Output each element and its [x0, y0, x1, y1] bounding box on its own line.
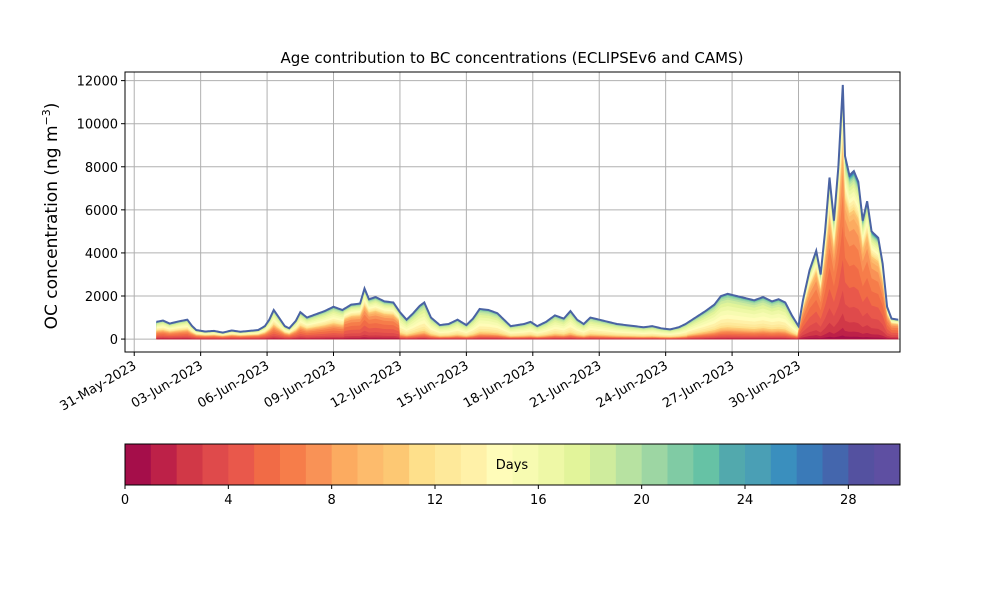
colorbar-tick-label: 24 [737, 493, 754, 508]
y-axis-label: OC concentration (ng m−3) [40, 103, 62, 330]
colorbar-cell [538, 444, 565, 485]
grid-lines [125, 72, 900, 352]
colorbar-cell [331, 444, 358, 485]
colorbar-cell [512, 444, 539, 485]
x-tick-label: 18-Jun-2023 [461, 358, 538, 411]
x-tick-label: 27-Jun-2023 [660, 358, 737, 411]
colorbar-tick-label: 4 [224, 493, 232, 508]
colorbar-cell [641, 444, 668, 485]
colorbar-tick-label: 20 [633, 493, 650, 508]
colorbar-cell [770, 444, 798, 485]
colorbar-cell [254, 444, 281, 485]
colorbar-cell [150, 444, 178, 485]
stacked-age-areas [156, 84, 899, 340]
colorbar-label: Days [496, 458, 529, 473]
x-tick-label: 24-Jun-2023 [594, 358, 671, 411]
y-tick-label: 12000 [77, 75, 118, 90]
colorbar-cell [357, 444, 384, 485]
x-tick-label: 06-Jun-2023 [195, 358, 272, 411]
x-tick-label: 31-May-2023 [58, 358, 140, 414]
colorbar: Days 0 4 8 12 16 20 24 28 [121, 443, 901, 508]
colorbar-cell [796, 444, 823, 485]
colorbar-cell [667, 444, 694, 485]
colorbar-cell [745, 444, 772, 485]
x-tick-label: 09-Jun-2023 [262, 358, 339, 411]
colorbar-cell [176, 444, 203, 485]
x-tick-label: 15-Jun-2023 [395, 358, 472, 411]
y-axis-label-close: ) [42, 103, 62, 110]
colorbar-cell [848, 444, 875, 485]
y-tick-label: 6000 [85, 204, 118, 219]
colorbar-cell [202, 444, 229, 485]
colorbar-cell [228, 444, 255, 485]
colorbar-frame [124, 443, 901, 486]
x-tick-label: 12-Jun-2023 [328, 358, 405, 411]
colorbar-tick-label: 8 [328, 493, 336, 508]
colorbar-cell [305, 444, 333, 485]
y-tick-label: 10000 [77, 118, 118, 133]
colorbar-cell [435, 444, 462, 485]
colorbar-cell [719, 444, 746, 485]
colorbar-cell [409, 444, 436, 485]
colorbar-cell [460, 444, 488, 485]
axes-frame [124, 71, 901, 353]
x-tick-label: 03-Jun-2023 [129, 358, 206, 411]
colorbar-cell [822, 444, 849, 485]
y-axis-ticks: 0 2000 4000 6000 8000 10000 12000 [77, 75, 125, 348]
colorbar-cell [383, 444, 410, 485]
colorbar-tick-label: 16 [530, 493, 547, 508]
y-tick-label: 4000 [85, 247, 118, 262]
colorbar-tick-label: 28 [840, 493, 857, 508]
x-axis-ticks: 31-May-202303-Jun-202306-Jun-202309-Jun-… [58, 352, 804, 414]
colorbar-cells [125, 444, 901, 485]
x-tick-label: 21-Jun-2023 [527, 358, 604, 411]
y-tick-label: 8000 [85, 161, 118, 176]
colorbar-cell [280, 444, 307, 485]
colorbar-cell [564, 444, 591, 485]
y-axis-label-exponent: −3 [40, 109, 53, 125]
colorbar-cell [590, 444, 617, 485]
colorbar-tick-label: 0 [121, 493, 129, 508]
y-tick-label: 2000 [85, 290, 118, 305]
total-concentration-line [156, 84, 899, 334]
x-tick-label: 30-Jun-2023 [727, 358, 804, 411]
y-tick-label: 0 [110, 333, 118, 348]
colorbar-tick-label: 12 [427, 493, 444, 508]
colorbar-cell [615, 444, 643, 485]
chart-title: Age contribution to BC concentrations (E… [281, 49, 744, 67]
colorbar-ticks: 0 4 8 12 16 20 24 28 [121, 485, 857, 508]
colorbar-cell [874, 444, 901, 485]
colorbar-cell [125, 444, 152, 485]
colorbar-cell [693, 444, 720, 485]
colorbar-cell [486, 444, 513, 485]
y-axis-label-main: OC concentration (ng m [42, 125, 62, 329]
age-bin-area [156, 335, 899, 340]
